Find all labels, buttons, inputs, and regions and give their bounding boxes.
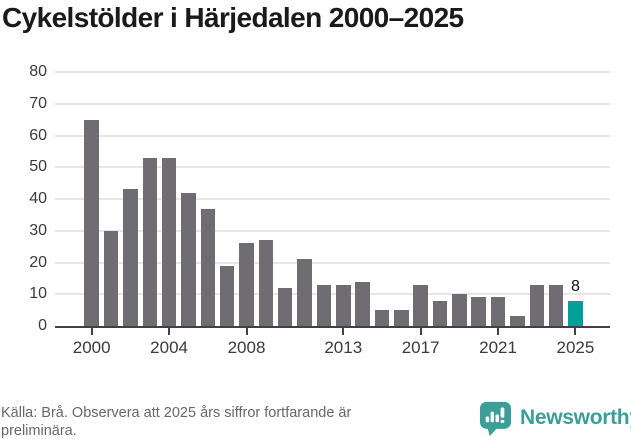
bar-2025 (568, 300, 583, 326)
bar-2006 (200, 208, 216, 326)
bar-2020 (471, 297, 486, 326)
y-axis-label: 80 (29, 63, 47, 80)
newsworthy-logo-text: Newsworthy (520, 406, 631, 429)
newsworthy-logo-icon (479, 401, 512, 437)
x-axis-tick (497, 328, 500, 335)
x-axis-label: 2008 (227, 338, 266, 357)
x-axis-label: 2013 (324, 338, 363, 357)
gridline (55, 166, 610, 169)
bar-2018 (432, 300, 448, 326)
bar-2024 (548, 284, 564, 326)
x-axis-tick (574, 328, 577, 335)
gridline (55, 229, 610, 232)
x-axis-tick (342, 328, 345, 335)
bar-2011 (297, 259, 312, 326)
gridline (55, 261, 610, 264)
bar-2022 (510, 316, 525, 326)
bar-2009 (258, 240, 274, 326)
bar-2015 (374, 310, 390, 326)
highlight-value-label: 8 (570, 277, 580, 295)
bar-2016 (394, 310, 409, 326)
x-axis-tick (419, 328, 422, 335)
bar-2001 (103, 230, 119, 326)
gridline (55, 293, 610, 296)
gridline (55, 102, 610, 105)
bar-2007 (219, 265, 235, 326)
x-axis-label: 2004 (150, 338, 188, 357)
newsworthy-logo: Newsworthy (479, 401, 631, 439)
y-axis-label: 50 (29, 158, 47, 176)
x-axis-tick (245, 328, 248, 335)
x-axis-line (55, 326, 610, 328)
bar-2005 (181, 192, 196, 326)
x-axis-label: 2021 (479, 338, 517, 357)
x-axis-label: 2025 (556, 338, 595, 357)
bar-2013 (336, 284, 351, 326)
bar-2004 (161, 157, 177, 326)
y-axis-label: 60 (29, 126, 47, 144)
source-note-line1: Källa: Brå. Observera att 2025 års siffr… (1, 405, 352, 421)
bar-2002 (123, 189, 138, 326)
y-axis-label: 30 (29, 221, 47, 239)
bar-2021 (490, 297, 506, 326)
x-axis-label: 2000 (72, 338, 111, 357)
bar-2014 (355, 281, 370, 326)
y-axis-label: 20 (29, 253, 47, 271)
bar-2019 (452, 294, 467, 326)
chart-title: Cykelstölder i Härjedalen 2000–2025 (2, 2, 464, 33)
y-axis-label: 70 (29, 94, 47, 112)
source-note: Källa: Brå. Observera att 2025 års siffr… (1, 404, 441, 439)
bar-2008 (239, 243, 254, 326)
bar-2003 (142, 157, 157, 326)
bar-chart: 0 10 20 30 40 50 60 70 80 2000 2004 2008 2013 2017 202… (29, 63, 610, 357)
x-axis-tick (168, 328, 171, 335)
gridline (55, 198, 610, 200)
y-axis-label: 0 (38, 317, 47, 334)
bar-2017 (413, 284, 428, 326)
gridline (55, 134, 610, 137)
bar-2023 (529, 284, 544, 326)
bar-2012 (316, 284, 332, 326)
y-axis-label: 40 (29, 190, 47, 207)
y-axis-label: 10 (29, 285, 47, 303)
source-note-line2: preliminära. (1, 423, 77, 439)
bar-2010 (277, 287, 293, 326)
bar-2000 (84, 119, 99, 326)
gridline (55, 71, 610, 73)
x-axis-tick (90, 328, 93, 335)
x-axis-label: 2017 (401, 338, 440, 357)
